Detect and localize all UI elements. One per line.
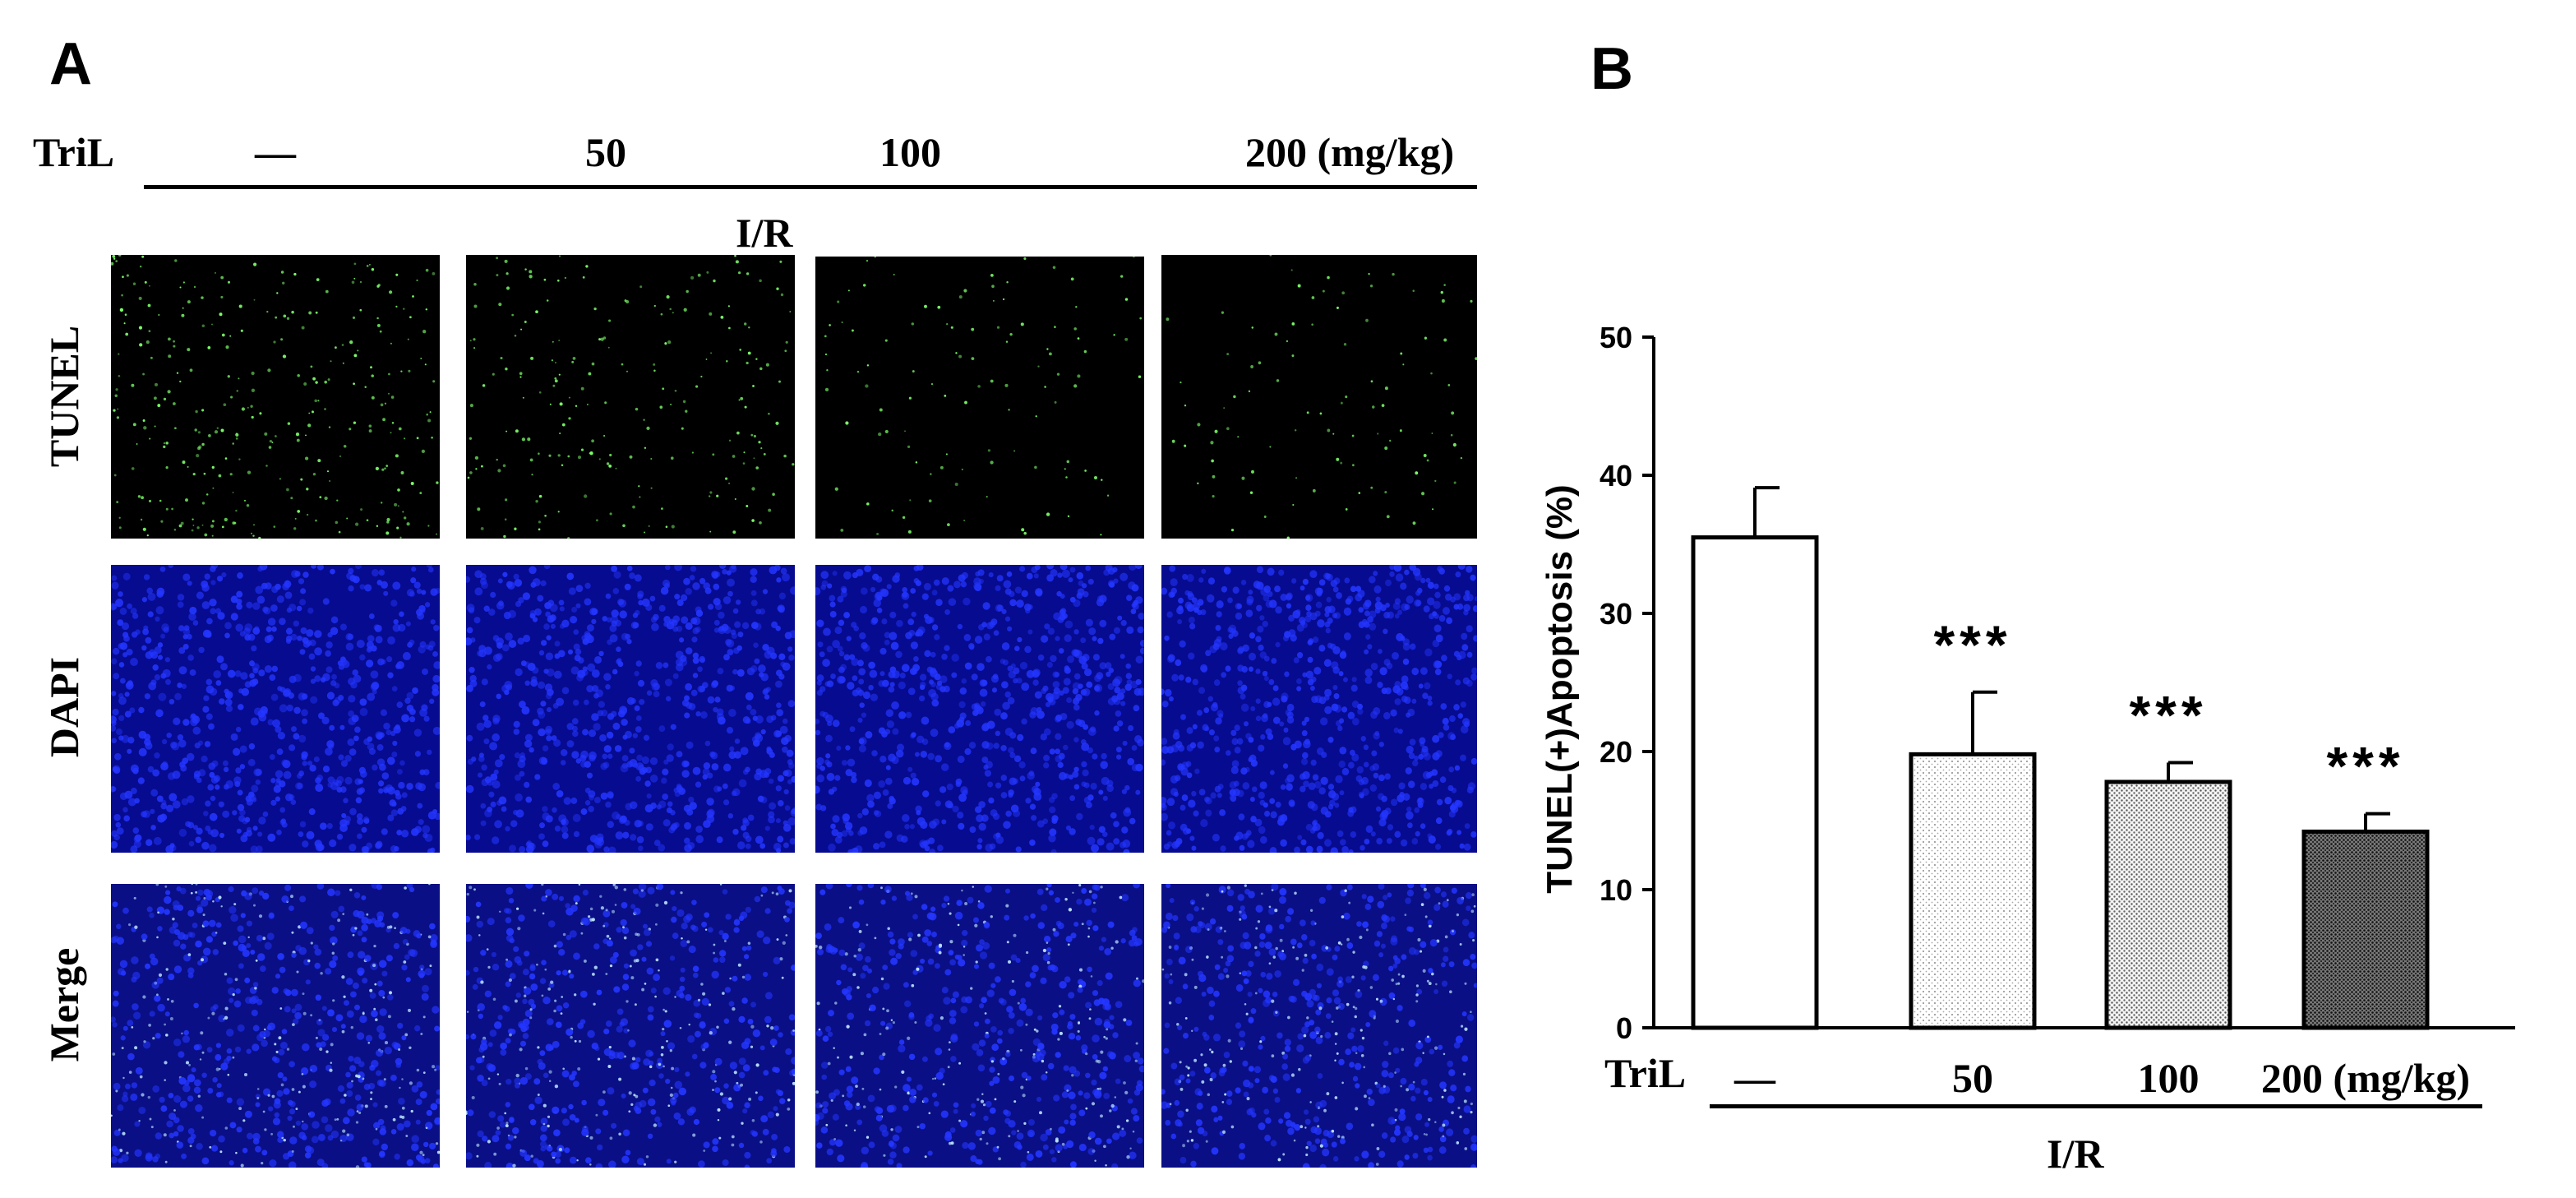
- significance-label-2: ***: [2129, 684, 2207, 745]
- y-tick-label: 40: [1600, 459, 1632, 493]
- y-axis-title: TUNEL(+)Apoptosis (%): [1540, 484, 1580, 893]
- x-tick-label-3: 200 (mg/kg): [2261, 1055, 2470, 1101]
- dose-label-200: 200 (mg/kg): [1245, 129, 1455, 175]
- micrograph-merge-50: [466, 884, 795, 1168]
- chart-treatment-label: TriL: [1604, 1050, 1687, 1096]
- micrograph-dapi-control: [111, 565, 440, 853]
- bar-3: [2301, 829, 2430, 1030]
- chart-group-bracket-line: [1710, 1104, 2482, 1108]
- panel-a-letter: A: [49, 31, 92, 97]
- chart-group-label-ir: I/R: [2047, 1131, 2104, 1177]
- micrograph-dapi-50: [466, 565, 795, 853]
- micrograph-tunel-100: [815, 257, 1144, 539]
- y-tick-label: 50: [1600, 321, 1632, 354]
- micrograph-merge-100: [815, 884, 1144, 1168]
- panel-b-letter: B: [1590, 36, 1633, 102]
- dose-label-50: 50: [585, 129, 626, 175]
- micrograph-tunel-200: [1161, 255, 1477, 539]
- micrograph-merge-control: [111, 884, 440, 1168]
- micrograph-tunel-control: [111, 255, 440, 539]
- y-tick-label: 30: [1600, 597, 1632, 631]
- significance-label-1: ***: [1933, 614, 2011, 675]
- bar-2: [2104, 779, 2232, 1030]
- x-tick-label-2: 100: [2138, 1055, 2200, 1101]
- micrograph-dapi-200: [1161, 565, 1477, 853]
- y-tick-label: 0: [1616, 1011, 1632, 1045]
- micrograph-merge-200: [1161, 884, 1477, 1168]
- bar-1: [1909, 752, 2037, 1030]
- group-bracket-line: [144, 185, 1477, 189]
- treatment-label: TriL: [33, 129, 115, 175]
- micrograph-dapi-100: [815, 565, 1144, 853]
- micrograph-tunel-50: [466, 255, 795, 539]
- y-tick-label: 10: [1600, 873, 1632, 907]
- group-label-ir: I/R: [736, 210, 793, 256]
- y-tick-label: 20: [1600, 735, 1632, 769]
- bar-0: [1691, 535, 1819, 1030]
- dose-label-control: —: [255, 129, 296, 175]
- x-tick-label-0: —: [1733, 1055, 1776, 1101]
- dose-label-100: 100: [879, 129, 941, 175]
- significance-label-3: ***: [2326, 736, 2404, 797]
- x-tick-label-1: 50: [1952, 1055, 1993, 1101]
